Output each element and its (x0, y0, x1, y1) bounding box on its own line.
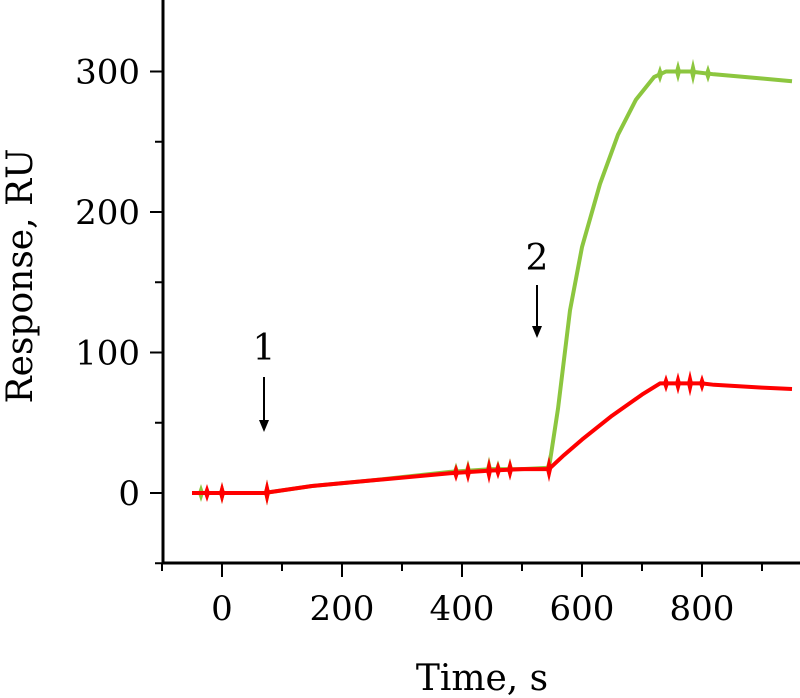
series-2-spike (264, 479, 270, 506)
series-2-spike (486, 457, 492, 484)
annotation-arrow-head (259, 420, 269, 432)
plot-lines (192, 58, 793, 506)
y-tick-label: 300 (75, 53, 140, 93)
series-2-spike (465, 461, 471, 484)
y-tick-label: 200 (75, 193, 140, 233)
series-2-spike (507, 458, 513, 481)
annotation-arrow-head (532, 326, 542, 338)
y-tick-label: 0 (118, 474, 140, 514)
series-1-spike (690, 58, 696, 85)
y-axis-title: Response, RU (0, 149, 41, 404)
y-tick-label: 100 (75, 334, 140, 374)
x-tick-label: 400 (430, 589, 495, 629)
series-1-spike (705, 64, 711, 83)
series-2-spike (675, 372, 681, 395)
series-line-2 (192, 381, 793, 495)
x-tick-label: 800 (670, 589, 735, 629)
series-2-spike (495, 461, 501, 480)
series-2-spike (546, 456, 552, 483)
series-1-spike (675, 60, 681, 83)
series-2-spike (204, 484, 210, 502)
series-1-spike (657, 65, 663, 84)
axes (161, 0, 800, 565)
x-tick-label: 600 (550, 589, 615, 629)
series-line-1 (192, 69, 793, 495)
series-2-spike (453, 463, 459, 482)
x-tick-label: 0 (211, 589, 233, 629)
x-axis-title: Time, s (416, 658, 548, 698)
annotation-label-1: 1 (253, 328, 276, 369)
annotations: 12 (253, 238, 549, 432)
annotation-label-2: 2 (526, 238, 549, 279)
series-2-spike (699, 374, 705, 393)
ticks: 0 200 400 600 800 0 100 200 300 (75, 53, 763, 629)
series-2-spike (663, 374, 669, 393)
series-2-spike (687, 370, 693, 397)
x-tick-label: 200 (310, 589, 375, 629)
series-2-spike (219, 482, 225, 504)
